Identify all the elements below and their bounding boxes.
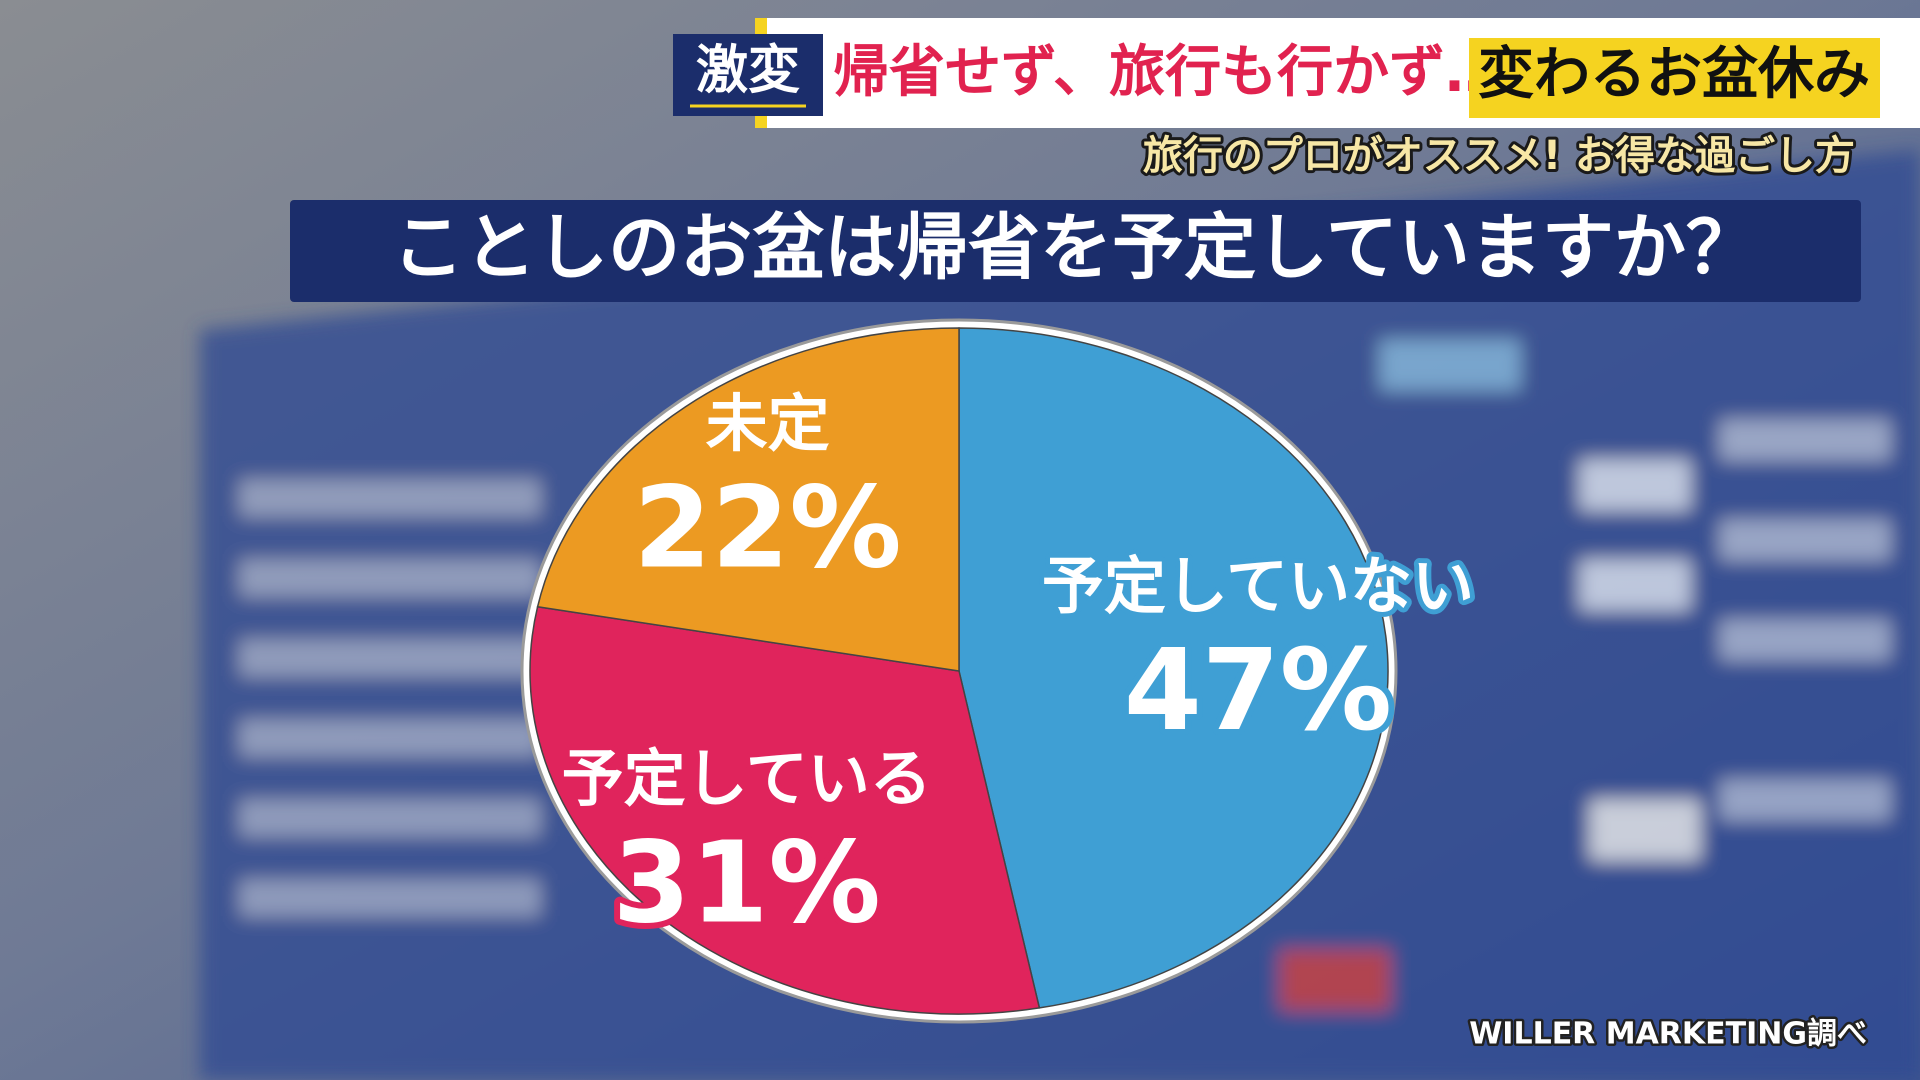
headline: 帰省せず、旅行も行かず… <box>833 40 1501 105</box>
slice-label: 予定していない <box>1042 549 1474 622</box>
slice-label: 未定 <box>706 387 830 460</box>
chart-title: ことしのお盆は帰省を予定していますか？ <box>392 206 1758 290</box>
slice-label: 予定している <box>562 742 932 815</box>
subtitle: 旅行のプロがオススメ! お得な過ごし方 <box>1143 133 1855 179</box>
source: WILLER MARKETING調べ <box>1469 1017 1867 1052</box>
pie-slice <box>536 327 960 672</box>
slice-value-label: 22% <box>634 464 902 594</box>
pie-slice <box>529 605 1041 1015</box>
tag: 激変 <box>696 41 800 101</box>
tag-box <box>673 34 823 116</box>
headline-highlight: 変わるお盆休み <box>1478 42 1870 107</box>
pie-slice <box>958 327 1389 1009</box>
title-box <box>290 200 1861 302</box>
slice-value-label: 31% <box>613 819 881 949</box>
headline-highlight-box <box>1469 38 1880 118</box>
slice-value-label: 47% <box>1124 626 1392 756</box>
